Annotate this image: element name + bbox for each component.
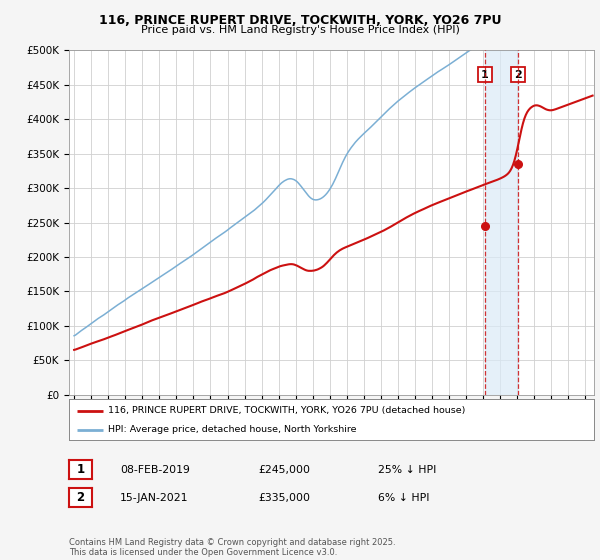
Text: 1: 1: [481, 69, 489, 80]
Text: 116, PRINCE RUPERT DRIVE, TOCKWITH, YORK, YO26 7PU (detached house): 116, PRINCE RUPERT DRIVE, TOCKWITH, YORK…: [109, 406, 466, 415]
Text: HPI: Average price, detached house, North Yorkshire: HPI: Average price, detached house, Nort…: [109, 425, 357, 434]
Text: Contains HM Land Registry data © Crown copyright and database right 2025.
This d: Contains HM Land Registry data © Crown c…: [69, 538, 395, 557]
Text: 25% ↓ HPI: 25% ↓ HPI: [378, 465, 436, 475]
Text: £245,000: £245,000: [258, 465, 310, 475]
Text: 2: 2: [76, 491, 85, 505]
Text: £335,000: £335,000: [258, 493, 310, 503]
Text: 2: 2: [514, 69, 522, 80]
Text: 1: 1: [76, 463, 85, 477]
Bar: [485, 50, 518, 395]
Text: Price paid vs. HM Land Registry's House Price Index (HPI): Price paid vs. HM Land Registry's House …: [140, 25, 460, 35]
Text: 116, PRINCE RUPERT DRIVE, TOCKWITH, YORK, YO26 7PU: 116, PRINCE RUPERT DRIVE, TOCKWITH, YORK…: [99, 14, 501, 27]
Text: 6% ↓ HPI: 6% ↓ HPI: [378, 493, 430, 503]
Text: 15-JAN-2021: 15-JAN-2021: [120, 493, 188, 503]
Text: 08-FEB-2019: 08-FEB-2019: [120, 465, 190, 475]
